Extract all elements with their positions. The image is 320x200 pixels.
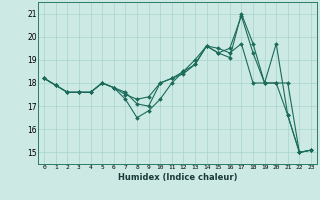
X-axis label: Humidex (Indice chaleur): Humidex (Indice chaleur)	[118, 173, 237, 182]
